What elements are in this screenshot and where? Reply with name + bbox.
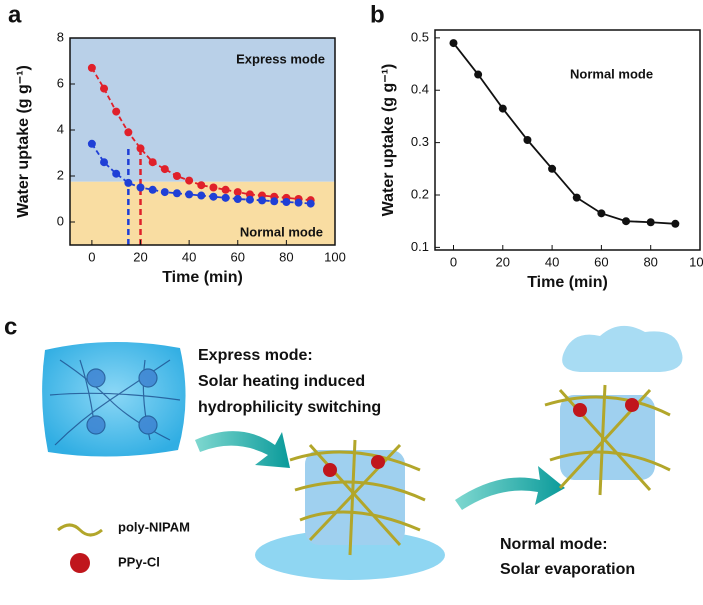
- region-label: Express mode: [236, 51, 325, 66]
- cloud: [562, 325, 683, 372]
- data-point: [258, 196, 267, 205]
- data-point: [282, 197, 291, 206]
- data-point: [209, 192, 218, 201]
- y-tick-label: 0.3: [411, 134, 429, 149]
- data-point: [270, 197, 279, 206]
- panel-label: a: [8, 1, 22, 28]
- x-tick-label: 40: [545, 254, 559, 269]
- x-tick-label: 100: [324, 249, 346, 264]
- series-line: [452, 42, 676, 225]
- data-point: [245, 195, 254, 204]
- diagram: c Express mode: Solar heating induced hy…: [4, 313, 683, 580]
- y-tick-label: 0.2: [411, 186, 429, 201]
- data-point: [172, 189, 181, 198]
- y-tick-label: 0.1: [411, 239, 429, 254]
- fibers: [289, 439, 426, 556]
- data-point: [100, 158, 109, 167]
- panel-label: c: [4, 313, 17, 340]
- y-axis-label: Water uptake (g g⁻¹): [380, 64, 397, 217]
- arrow: [195, 431, 290, 468]
- x-tick-label: 20: [496, 254, 510, 269]
- data-point: [185, 176, 194, 185]
- legend-fiber-icon: [57, 523, 103, 537]
- x-tick-label: 60: [594, 254, 608, 269]
- x-tick-label: 80: [279, 249, 293, 264]
- normal-title: Normal mode:: [500, 536, 608, 553]
- hydrogel: [42, 341, 186, 457]
- y-tick-label: 4: [57, 121, 64, 136]
- data-point: [136, 144, 145, 153]
- data-point: [148, 158, 157, 167]
- x-tick-label: 0: [450, 254, 457, 269]
- y-tick-label: 6: [57, 75, 64, 90]
- legend-text: PPy-Cl: [118, 554, 160, 569]
- data-point: [498, 104, 507, 113]
- plot-frame: [434, 29, 701, 251]
- arrow: [455, 466, 565, 510]
- data-point: [646, 218, 655, 227]
- data-point: [221, 193, 230, 202]
- x-tick-label: 40: [182, 249, 196, 264]
- data-point: [87, 139, 96, 148]
- data-point: [124, 178, 133, 187]
- data-point: [148, 185, 157, 194]
- data-point: [160, 188, 169, 197]
- data-point: [221, 185, 230, 194]
- plot-frame: [69, 37, 336, 246]
- ppy: [323, 463, 337, 477]
- ppy: [371, 455, 385, 469]
- annotation: Normal mode: [570, 66, 653, 81]
- data-point: [671, 219, 680, 228]
- ppy: [625, 398, 639, 412]
- panel-label: b: [370, 1, 385, 28]
- legend-text: poly-NIPAM: [118, 519, 190, 534]
- data-point: [160, 165, 169, 174]
- data-point: [209, 183, 218, 192]
- express-text: hydrophilicity switching: [198, 399, 381, 416]
- y-tick-label: 8: [57, 29, 64, 44]
- x-tick-label: 80: [643, 254, 657, 269]
- data-point: [294, 198, 303, 207]
- data-point: [172, 172, 181, 180]
- x-axis-label: Time (min): [162, 269, 243, 286]
- data-point: [124, 128, 133, 137]
- data-point: [112, 169, 121, 178]
- data-point: [197, 191, 206, 200]
- y-tick-label: 0.5: [411, 29, 429, 44]
- normal-text: Solar evaporation: [500, 561, 635, 578]
- data-point: [233, 195, 242, 203]
- data-point: [185, 190, 194, 199]
- data-point: [523, 136, 532, 144]
- data-point: [233, 188, 242, 197]
- data-point: [572, 193, 581, 202]
- region-label: Normal mode: [240, 224, 323, 239]
- y-tick-label: 2: [57, 167, 64, 182]
- data-point: [449, 39, 458, 48]
- x-axis-label: Time (min): [527, 274, 608, 291]
- x-tick-label: 0: [88, 249, 95, 264]
- x-tick-label: 20: [133, 249, 147, 264]
- y-axis-label: Water uptake (g g⁻¹): [15, 65, 32, 218]
- data-point: [100, 84, 109, 93]
- data-point: [474, 70, 483, 79]
- data-point: [87, 63, 96, 72]
- ppy: [573, 403, 587, 417]
- data-point: [136, 183, 145, 192]
- express-title: Express mode:: [198, 347, 313, 364]
- data-point: [548, 164, 557, 173]
- data-point: [306, 199, 315, 208]
- data-point: [622, 217, 631, 226]
- y-tick-label: 0: [57, 213, 64, 228]
- legend-ppy-icon: [70, 553, 90, 573]
- x-tick-label: 60: [231, 249, 245, 264]
- x-tick-label: 100: [689, 254, 703, 269]
- data-point: [112, 107, 121, 116]
- express-text: Solar heating induced: [198, 373, 365, 390]
- y-tick-label: 0.4: [411, 82, 429, 97]
- data-point: [597, 209, 606, 218]
- network: [49, 359, 181, 446]
- data-point: [197, 181, 206, 190]
